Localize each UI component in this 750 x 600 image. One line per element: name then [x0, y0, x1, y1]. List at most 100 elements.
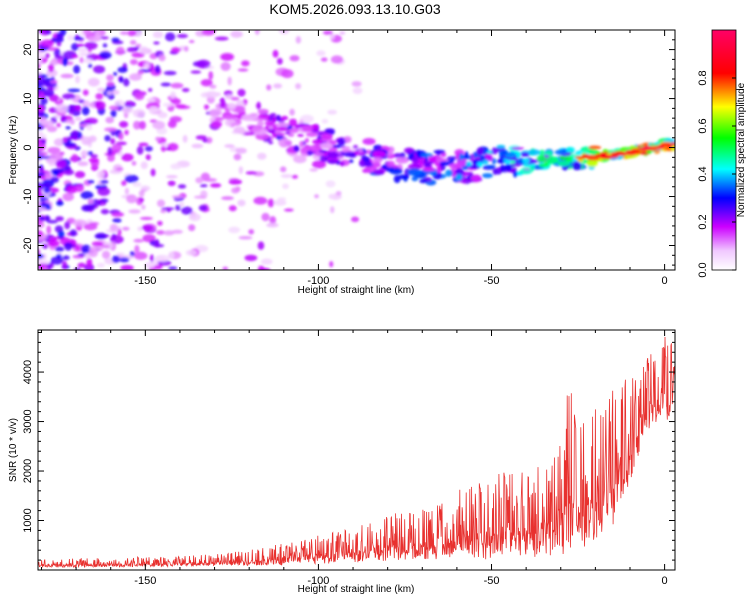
spectrogram-cell	[140, 185, 151, 191]
spectrogram-cell	[65, 125, 71, 130]
spectrogram-cell	[321, 119, 329, 124]
spectrogram-cell	[83, 204, 96, 212]
spectrogram-ridge-cell	[348, 159, 354, 164]
spectrogram-ridge-cell	[459, 153, 464, 161]
spectrogram-cell	[105, 116, 115, 124]
spectrogram-ridge-cell	[304, 137, 310, 143]
spectrogram-cell	[38, 187, 42, 196]
spectrogram-cell	[110, 109, 117, 118]
spectrogram-cell	[261, 212, 270, 222]
spectrogram-ridge-cell	[381, 164, 387, 170]
spectrogram-cell	[110, 138, 116, 145]
spectrogram-cell	[111, 89, 120, 95]
spectrogram-cell	[154, 65, 161, 74]
spectrogram-cell	[40, 175, 46, 181]
spectrogram-cell	[293, 155, 307, 164]
spectrogram-cell	[283, 208, 294, 212]
spectrogram-cell	[144, 146, 153, 152]
spectrogram-cell	[198, 204, 208, 212]
spectrogram-cell	[80, 191, 94, 200]
spectrogram-cell	[171, 195, 185, 199]
spectrogram-cell	[258, 267, 271, 270]
spectrogram-cell	[112, 218, 122, 223]
spectrogram-ridge-cell	[299, 140, 304, 148]
spectrogram-cell	[195, 177, 204, 184]
spectrogram-cell	[205, 136, 213, 144]
spectrogram-cell	[118, 76, 124, 83]
spectrogram-cell	[238, 166, 244, 175]
spectrogram-x-axis-label: Height of straight line (km)	[298, 285, 415, 296]
spectrogram-cell	[199, 183, 208, 188]
spectrogram-cell	[115, 252, 125, 256]
spectrogram-ridge-cell	[563, 155, 573, 162]
spectrogram-cell	[88, 135, 97, 143]
spectrogram-cell	[156, 230, 166, 235]
spectrogram-cell	[128, 209, 141, 214]
spectrogram-ridge-cell	[386, 160, 395, 168]
spectrogram-ridge-cell	[407, 163, 422, 170]
spectrogram-ridge-cell	[481, 173, 493, 179]
spectrogram-ridge-cell	[297, 133, 304, 137]
spectrogram-cell	[82, 89, 89, 96]
spectrogram-ridge-cell	[321, 133, 333, 140]
spectrogram-cell	[153, 41, 160, 45]
spectrogram-cell	[228, 205, 237, 212]
spectrogram-cell	[221, 196, 234, 201]
y-tick-label: 2000	[22, 459, 34, 483]
spectrogram-ridge-cell	[436, 165, 442, 174]
spectrogram-cell	[109, 223, 118, 232]
spectrogram-cell	[165, 147, 172, 151]
spectrogram-cell	[126, 194, 138, 204]
spectrogram-cell	[115, 46, 125, 56]
colorbar-label: Normalized spectral amplitude	[736, 82, 747, 217]
spectrogram-cell	[131, 160, 137, 166]
colorbar-tick-label: 0.4	[697, 166, 709, 181]
spectrogram-cell	[75, 245, 81, 251]
spectrogram-cell	[231, 187, 240, 194]
spectrogram-cell	[330, 55, 344, 64]
spectrogram-ridge-cell	[520, 152, 530, 158]
spectrogram-cell	[43, 88, 55, 97]
spectrogram-ridge-cell	[376, 145, 381, 150]
spectrogram-cell	[56, 200, 64, 206]
spectrogram-ridge-cell	[518, 169, 532, 175]
spectrogram-cell	[96, 170, 105, 180]
spectrogram-cell	[104, 134, 111, 142]
spectrogram-ridge-cell	[230, 122, 241, 126]
spectrogram-ridge-cell	[467, 171, 474, 176]
spectrogram-cell	[43, 182, 52, 188]
spectrogram-cell	[138, 120, 146, 130]
spectrogram-cell	[237, 88, 246, 97]
spectrogram-cell	[188, 213, 201, 222]
spectrogram-ridge-cell	[268, 128, 276, 134]
spectrogram-cell	[118, 120, 129, 128]
spectrogram-cell	[87, 151, 93, 156]
spectrogram-ridge-cell	[343, 135, 352, 143]
spectrogram-cell	[230, 30, 243, 38]
spectrogram-cell	[299, 114, 314, 124]
spectrogram-cell	[352, 87, 363, 95]
spectrogram-cell	[171, 229, 183, 234]
spectrogram-ridge-cell	[545, 156, 559, 164]
spectrogram-cell	[276, 57, 283, 65]
spectrogram-cell	[330, 206, 335, 214]
spectrogram-ridge-cell	[301, 125, 313, 132]
spectrogram-cell	[104, 127, 118, 132]
spectrogram-cell	[316, 50, 326, 57]
spectrogram-cell	[222, 266, 229, 270]
snr-panel: -150 -100 -50 0 1000 2000 3000 4000 Height of …	[8, 329, 676, 595]
spectrogram-ridge-cell	[233, 126, 246, 134]
spectrogram-ridge-cell	[223, 115, 237, 120]
spectrogram-cell	[57, 230, 65, 239]
spectrogram-cell	[167, 180, 176, 187]
spectrogram-ridge-cell	[397, 174, 410, 180]
spectrogram-cell	[41, 243, 49, 249]
spectrogram-cell	[72, 219, 87, 227]
snr-series-line	[38, 336, 675, 569]
spectrogram-cell	[325, 180, 336, 188]
spectrogram-cell	[87, 198, 94, 205]
spectrogram-ridge-cell	[372, 150, 386, 158]
spectrogram-cell	[94, 100, 106, 110]
spectrogram-cell	[73, 36, 85, 41]
spectrogram-ridge-cell	[419, 179, 428, 184]
